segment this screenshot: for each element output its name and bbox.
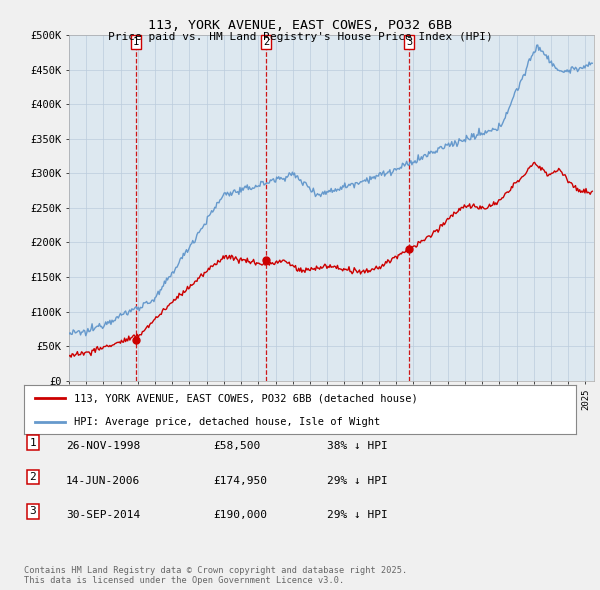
- Text: 38% ↓ HPI: 38% ↓ HPI: [327, 441, 388, 451]
- Text: 113, YORK AVENUE, EAST COWES, PO32 6BB (detached house): 113, YORK AVENUE, EAST COWES, PO32 6BB (…: [74, 394, 418, 404]
- Text: £190,000: £190,000: [213, 510, 267, 520]
- Text: 2: 2: [29, 472, 37, 482]
- Text: 3: 3: [406, 37, 412, 47]
- Text: Price paid vs. HM Land Registry's House Price Index (HPI): Price paid vs. HM Land Registry's House …: [107, 32, 493, 42]
- Text: 1: 1: [29, 438, 37, 448]
- Text: 2: 2: [263, 37, 269, 47]
- Text: 30-SEP-2014: 30-SEP-2014: [66, 510, 140, 520]
- Text: Contains HM Land Registry data © Crown copyright and database right 2025.
This d: Contains HM Land Registry data © Crown c…: [24, 566, 407, 585]
- Text: £174,950: £174,950: [213, 476, 267, 486]
- Text: 1: 1: [133, 37, 139, 47]
- Text: 29% ↓ HPI: 29% ↓ HPI: [327, 510, 388, 520]
- Text: 14-JUN-2006: 14-JUN-2006: [66, 476, 140, 486]
- Text: 3: 3: [29, 506, 37, 516]
- Text: 29% ↓ HPI: 29% ↓ HPI: [327, 476, 388, 486]
- Text: £58,500: £58,500: [213, 441, 260, 451]
- Text: 26-NOV-1998: 26-NOV-1998: [66, 441, 140, 451]
- Text: HPI: Average price, detached house, Isle of Wight: HPI: Average price, detached house, Isle…: [74, 417, 380, 427]
- Text: 113, YORK AVENUE, EAST COWES, PO32 6BB: 113, YORK AVENUE, EAST COWES, PO32 6BB: [148, 19, 452, 32]
